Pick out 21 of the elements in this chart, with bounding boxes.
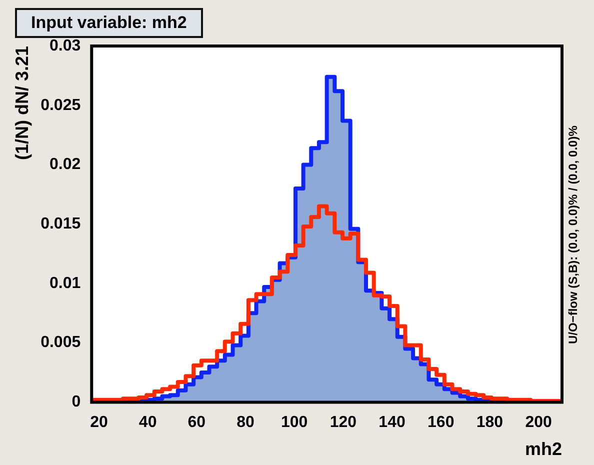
x-tick-label: 40 [138,414,157,432]
y-tick-label: 0.025 [40,96,81,114]
y-axis-title: (1/N) dN/ 3.21 [12,46,32,160]
x-tick-label: 160 [428,414,454,432]
x-tick-label: 200 [525,414,552,432]
x-tick-label: 80 [236,414,254,432]
x-tick-label: 120 [330,414,357,432]
y-tick-label: 0.005 [40,334,81,352]
x-tick-label: 60 [188,414,206,432]
x-tick-label: 100 [280,414,308,432]
y-tick-label: 0.02 [50,156,81,174]
text: U/O−flow (S,B): (0.0, 0.0)% / (0.0, 0.0)% [566,124,581,346]
chart-title: Input variable: mh2 [15,8,203,38]
y-tick-label: 0.01 [50,274,81,292]
y-tick-label: 0.015 [40,216,81,233]
y-tick-label: 0 [72,394,81,411]
x-tick-label: 20 [90,414,108,432]
x-tick-label: 180 [476,414,504,432]
x-axis-title: mh2 [524,439,562,460]
x-tick-label: 140 [378,414,406,432]
y-tick-label: 0.03 [50,37,81,54]
